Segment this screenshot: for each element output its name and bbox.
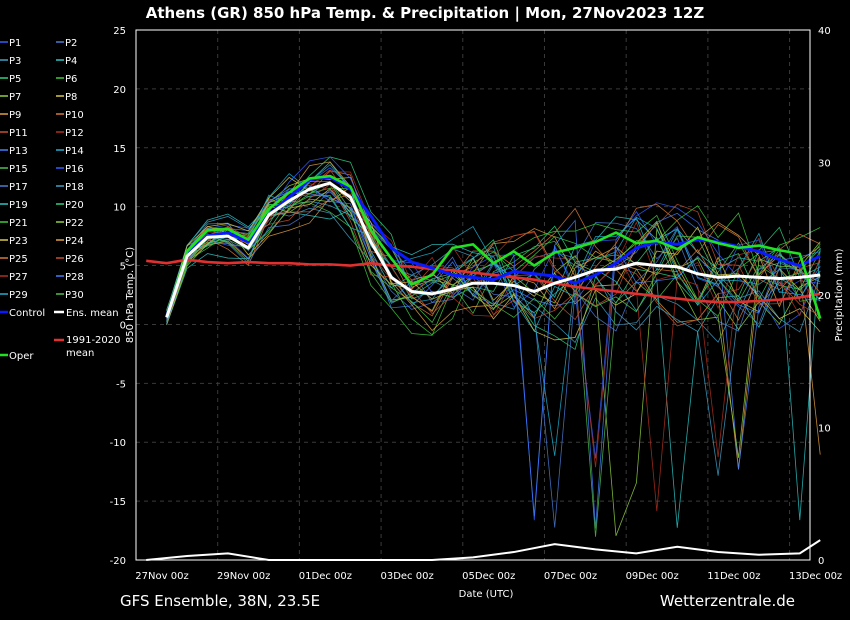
legend-label: P9 [9,110,21,121]
y2-tick-label: 0 [818,556,824,567]
legend-label: P1 [9,38,21,49]
legend-label: P5 [9,74,21,85]
member-line [166,177,821,536]
legend: P1 P2 P3 P4 P5 P6 P7 P8 P9 P10 P11 P12 P13 P14 P15 P16 P… [0,38,121,362]
y-tick-label: 10 [113,203,126,214]
legend-label: P27 [9,272,28,283]
x-tick-label: 03Dec 00z [380,571,433,582]
y-axis-ticks: -20 -15 -10 -5 0 5 10 15 20 25 [110,26,126,567]
legend-label: P22 [65,218,84,229]
x-axis-ticks: 27Nov 00z 29Nov 00z 01Dec 00z 03Dec 00z 05De… [135,571,842,582]
member-line [166,156,821,521]
legend-label-control: Control [9,308,45,319]
main-series [146,174,822,561]
footer-source: GFS Ensemble, 38N, 23.5E [120,592,320,610]
x-axis-label: Date (UTC) [459,589,514,600]
legend-label-climatology-2: mean [66,348,94,359]
member-line [166,161,821,332]
legend-label: P7 [9,92,21,103]
legend-label: P28 [65,272,84,283]
legend-label: P12 [65,128,84,139]
y-tick-label: -10 [110,438,126,449]
y2-tick-label: 30 [818,159,831,170]
x-tick-label: 09Dec 00z [626,571,679,582]
chart-title: Athens (GR) 850 hPa Temp. & Precipitatio… [146,4,705,23]
climatology-line [146,258,821,304]
y-tick-label: -15 [110,497,126,508]
y2-axis-ticks: 0 10 20 30 40 [818,26,831,567]
oper-line [165,174,822,319]
y-tick-label: 5 [120,262,126,273]
legend-label-climatology-1: 1991-2020 [66,335,121,346]
legend-label: P13 [9,146,28,157]
y-tick-label: -20 [110,556,126,567]
member-line [166,181,821,537]
member-line [166,209,821,528]
legend-label: P14 [65,146,84,157]
y-tick-label: 15 [113,144,126,155]
legend-label: P2 [65,38,77,49]
legend-label: P29 [9,290,28,301]
y2-tick-label: 10 [818,424,831,435]
legend-label: P18 [65,182,84,193]
legend-label: P25 [9,254,28,265]
legend-label: P21 [9,218,28,229]
x-tick-label: 27Nov 00z [135,571,188,582]
y-tick-label: -5 [116,379,126,390]
member-line [166,185,821,529]
y-tick-label: 20 [113,85,126,96]
ens-mean-line [165,181,821,318]
y-tick-label: 25 [113,26,126,37]
legend-label: P3 [9,56,21,67]
legend-label-ens-mean: Ens. mean [66,308,119,319]
x-tick-label: 01Dec 00z [299,571,352,582]
legend-label: P24 [65,236,84,247]
member-line [166,156,821,351]
legend-label-oper: Oper [9,351,34,362]
y-tick-label: 0 [120,320,126,331]
footer-site: Wetterzentrale.de [660,592,795,610]
member-line [166,194,821,325]
precip-mean-line [146,539,821,561]
legend-label: P19 [9,200,28,211]
x-tick-label: 29Nov 00z [217,571,270,582]
legend-label: P8 [65,92,77,103]
x-tick-label: 13Dec 00z [789,571,842,582]
legend-label: P11 [9,128,28,139]
legend-label: P10 [65,110,84,121]
legend-label: P16 [65,164,84,175]
member-line [166,183,821,320]
y2-tick-label: 20 [818,291,831,302]
legend-label: P20 [65,200,84,211]
y-axis-label: 850 hPa Temp. (°C) [125,247,136,343]
member-line [166,176,821,341]
legend-label: P23 [9,236,28,247]
plot-frame [135,29,811,561]
y2-tick-label: 40 [818,26,831,37]
x-tick-label: 11Dec 00z [707,571,760,582]
y2-axis-label: Precipitation (mm) [834,248,845,341]
member-line [166,170,821,323]
legend-label: P4 [65,56,77,67]
legend-label: P15 [9,164,28,175]
legend-label: P17 [9,182,28,193]
member-line [166,173,821,332]
x-tick-label: 05Dec 00z [462,571,515,582]
legend-label: P30 [65,290,84,301]
legend-label: P26 [65,254,84,265]
x-tick-label: 07Dec 00z [544,571,597,582]
member-line [166,200,821,476]
legend-label: P6 [65,74,77,85]
